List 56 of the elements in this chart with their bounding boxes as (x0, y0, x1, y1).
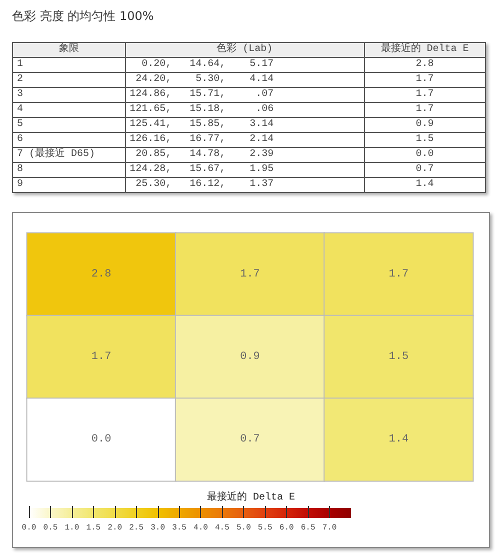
text: 4 (17, 104, 24, 115)
text: 1.4 (416, 179, 434, 190)
data-label: 1.7 (240, 268, 260, 280)
text: 1.7 (416, 89, 434, 100)
color-bar-label: 1.5 (86, 524, 101, 532)
color-bar-label: 2.0 (108, 524, 122, 532)
text: 124.86, 15.71, .07 (130, 89, 274, 100)
text: 6 (17, 134, 24, 145)
data-label: 2.8 (91, 268, 112, 280)
color-bar-label: 3.0 (150, 524, 166, 532)
text: 24.20, 5.30, 4.14 (136, 74, 274, 85)
color-bar-label: 6.5 (300, 524, 316, 532)
color-bar-label: 2.5 (129, 524, 144, 532)
text: 8 (17, 164, 24, 175)
color-bar-label: 4.5 (214, 524, 230, 532)
text: 2.8 (416, 59, 434, 70)
color-bar-label: 3.5 (172, 524, 187, 532)
text: 1.7 (416, 104, 434, 115)
text: 色彩 亮度 的均匀性 100% (12, 8, 154, 25)
color-bar-label: 7.0 (322, 524, 337, 532)
data-label: 0.7 (240, 434, 260, 446)
color-bar-label: 4.0 (194, 524, 208, 532)
text: 0.20, 14.64, 5.17 (142, 59, 274, 70)
text: 1.5 (416, 134, 434, 145)
color-bar-label: 1.0 (64, 524, 80, 532)
text: 20.85, 14.78, 2.39 (136, 149, 274, 160)
text: 121.65, 15.18, .06 (130, 104, 274, 115)
color-bar-label: 5.5 (258, 524, 273, 532)
text: 25.30, 16.12, 1.37 (136, 179, 274, 190)
category-label: 最接近的 Delta E (364, 42, 486, 58)
text: 124.28, 15.67, 1.95 (130, 164, 274, 175)
text: 2 (17, 74, 24, 85)
data-label: 0.9 (240, 351, 260, 363)
color-bar-label: 5.0 (236, 524, 252, 532)
text: 3 (17, 89, 24, 100)
text: 1 (17, 59, 24, 70)
color-bar-label: 0.5 (43, 524, 58, 532)
text: 0.7 (416, 164, 434, 175)
text: 9 (17, 179, 24, 190)
text: 0.0 (416, 149, 434, 160)
data-label: 1.7 (388, 268, 409, 280)
text: 7 (最接近 D65) (17, 149, 96, 160)
color-bar-label: 0.0 (22, 524, 36, 532)
color-bar-title: 最接近的 Delta E (206, 490, 296, 504)
data-label: 1.4 (388, 434, 409, 446)
text: 0.9 (416, 119, 434, 130)
text: 125.41, 15.85, 3.14 (130, 119, 274, 130)
text: 1.7 (416, 74, 434, 85)
category-label: 象限 (12, 42, 126, 58)
category-label: 色彩 (Lab) (125, 42, 364, 58)
data-label: 0.0 (91, 434, 112, 446)
data-label: 1.7 (91, 351, 112, 363)
data-label: 1.5 (388, 351, 409, 363)
text: 126.16, 16.77, 2.14 (130, 134, 274, 145)
color-bar-label: 6.0 (279, 524, 294, 532)
text: 5 (17, 119, 24, 130)
